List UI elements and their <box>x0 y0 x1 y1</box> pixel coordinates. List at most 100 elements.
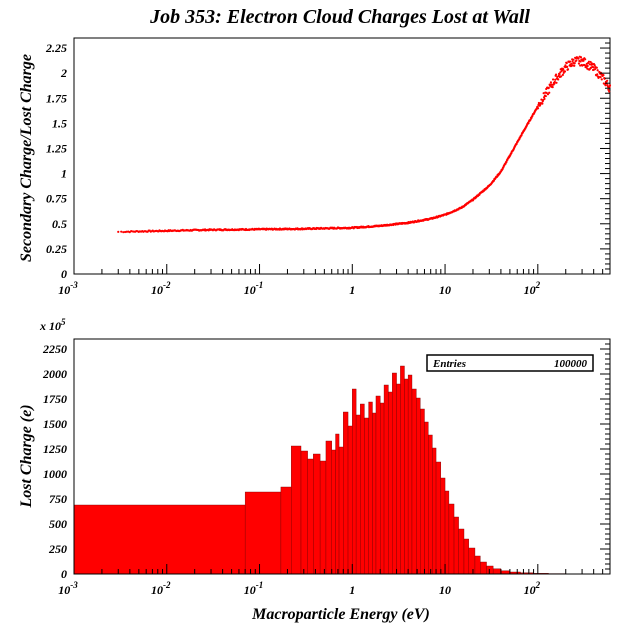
histogram-bar <box>360 403 365 575</box>
bottom-x-tick-label: 102 <box>524 580 541 597</box>
top-x-tick-label: 10-3 <box>58 280 78 297</box>
data-point <box>515 142 518 146</box>
data-point <box>543 97 546 101</box>
top-y-tick-label: 1.5 <box>52 116 67 130</box>
data-point <box>555 81 558 84</box>
histogram-bar <box>73 504 246 575</box>
bottom-x-tick-base: 10 <box>524 583 536 597</box>
top-y-tick-label: 0.75 <box>46 192 67 206</box>
data-point <box>577 62 580 65</box>
bottom-x-tick-label: 10 <box>439 583 451 597</box>
data-point <box>572 58 575 61</box>
histogram-bar <box>448 503 455 575</box>
histogram-bar <box>440 477 446 575</box>
top-x-tick-exponent: -1 <box>256 280 264 290</box>
histogram-bar <box>388 391 393 575</box>
data-point <box>566 65 569 68</box>
data-point <box>547 86 550 89</box>
histogram-bar <box>372 412 377 575</box>
histogram-bar <box>486 565 494 575</box>
bottom-y-tick-label: 1500 <box>43 417 67 431</box>
data-point <box>561 73 564 76</box>
data-point <box>553 82 556 85</box>
bottom-x-ticks: 10-3 10-2 10-1 1 10 102 <box>58 564 611 597</box>
data-point <box>541 102 544 105</box>
data-point <box>573 62 576 65</box>
stats-box-frame <box>426 354 594 372</box>
data-point <box>123 230 127 234</box>
histogram-bar <box>404 378 409 575</box>
bottom-y-tick-label: 500 <box>49 517 67 531</box>
data-point <box>568 60 572 63</box>
data-point <box>542 92 545 95</box>
bottom-x-tick-label: 10-1 <box>244 580 264 597</box>
histogram-bar <box>492 568 502 575</box>
bottom-x-tick-base: 1 <box>349 583 355 597</box>
data-point <box>560 75 563 78</box>
histogram-bar <box>347 425 353 575</box>
data-point <box>120 230 123 233</box>
data-point <box>117 230 120 233</box>
top-y-tick-label: 0.25 <box>46 242 67 256</box>
top-y-tick-label: 1.75 <box>46 91 67 105</box>
bottom-x-tick-exponent: -3 <box>70 580 78 590</box>
data-point <box>565 61 568 65</box>
data-point <box>559 71 562 74</box>
top-plot-frame <box>73 37 611 275</box>
histogram-bar <box>375 395 381 575</box>
top-y-axis-label: Secondary Charge/Lost Charge <box>18 54 35 262</box>
top-x-tick-label: 1 <box>349 283 355 297</box>
data-point <box>606 79 609 82</box>
histogram-bar <box>444 490 450 575</box>
histogram-bar <box>355 414 361 575</box>
data-point <box>596 73 599 76</box>
data-point <box>122 231 125 234</box>
data-point <box>579 56 583 59</box>
bottom-x-tick-base: 10 <box>151 583 163 597</box>
data-point <box>597 75 600 79</box>
histogram-bar <box>338 446 344 575</box>
data-point <box>554 78 557 81</box>
histogram-bar <box>300 450 308 575</box>
bottom-plot-frame <box>73 338 611 575</box>
data-point <box>564 64 567 67</box>
data-point <box>595 66 598 69</box>
figure-title: Job 353: Electron Cloud Charges Lost at … <box>149 6 530 28</box>
histogram-bar <box>411 388 417 575</box>
data-point <box>596 69 599 72</box>
top-x-tick-label: 10-1 <box>244 280 264 297</box>
data-point <box>579 60 582 63</box>
histogram-bar <box>407 374 413 575</box>
data-point <box>540 98 543 101</box>
data-point <box>593 64 596 67</box>
top-y-tick-label: 0 <box>61 267 67 281</box>
top-y-tick-label: 0.5 <box>52 217 67 231</box>
histogram-bar <box>244 491 282 575</box>
data-point <box>548 91 551 94</box>
bottom-y-tick-label: 0 <box>61 567 67 581</box>
data-point <box>544 94 547 98</box>
top-y-tick-label: 1 <box>61 167 67 181</box>
stats-entries-value: 100000 <box>554 358 588 370</box>
stats-entries-label: Entries <box>432 358 466 370</box>
bottom-y-tick-label: 2000 <box>42 367 67 381</box>
histogram-bar <box>458 528 465 575</box>
data-point <box>588 63 591 66</box>
top-x-tick-exponent: -3 <box>70 280 78 290</box>
top-x-tick-exponent: -2 <box>163 280 171 290</box>
data-point <box>581 64 584 67</box>
y-multiplier-base: x 10 <box>39 319 61 333</box>
data-point <box>575 59 578 62</box>
bottom-x-tick-base: 10 <box>244 583 256 597</box>
data-point <box>599 76 602 79</box>
top-x-ticks: 10-3 10-2 10-1 1 10 102 <box>58 264 611 297</box>
histogram-bar <box>435 461 442 575</box>
data-point <box>587 60 591 63</box>
top-x-tick-base: 10 <box>439 283 451 297</box>
histogram-bar <box>396 383 401 575</box>
bottom-x-tick-exponent: 2 <box>535 580 541 590</box>
top-y-ticks: 0 0.25 0.5 0.75 1 1.25 1.5 1.75 2 2.25 <box>45 37 610 281</box>
histogram-bar <box>291 445 302 575</box>
